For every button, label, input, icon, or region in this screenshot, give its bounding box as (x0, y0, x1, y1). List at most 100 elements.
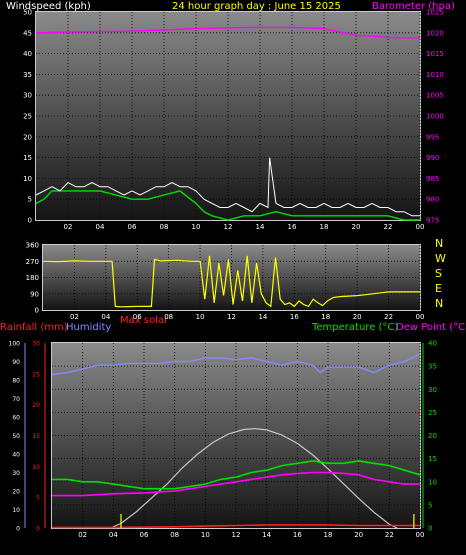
barometer-y-tick: 1000 (426, 113, 444, 121)
direction-y-tick: 90 (30, 290, 39, 298)
temperature-x-tick: 18 (324, 531, 333, 539)
wind-x-tick: 16 (288, 223, 297, 231)
temperature-x-tick: 20 (354, 531, 363, 539)
temperature-y-tick: 10 (428, 478, 437, 486)
wind-direction-line (42, 255, 420, 308)
wind-y-tick: 10 (23, 175, 32, 183)
rainfall-y-tick: 30 (32, 341, 40, 348)
rainfall-y-tick: 10 (32, 464, 40, 471)
wind-average-line (35, 190, 420, 221)
wind-x-tick: 22 (384, 223, 393, 231)
direction-x-tick: 16 (290, 313, 299, 321)
rainfall-axis-title: Rainfall (mm) (0, 322, 68, 333)
wind-x-tick: 20 (352, 223, 361, 231)
wind-x-tick: 14 (256, 223, 265, 231)
direction-y-tick: 270 (26, 258, 39, 266)
humidity-y-tick: 100 (9, 341, 21, 348)
rainfall-y-tick: 15 (32, 433, 40, 440)
temperature-x-tick: 02 (78, 531, 87, 539)
wind-y-tick: 35 (23, 71, 32, 79)
barometer-axis-title: Barometer (hpa) (372, 1, 455, 12)
wind-y-tick: 20 (23, 133, 32, 141)
humidity-y-tick: 30 (12, 470, 20, 477)
barometer-y-tick: 1010 (426, 71, 444, 79)
temperature-x-tick: 04 (109, 531, 118, 539)
humidity-y-tick: 60 (12, 415, 20, 422)
humidity-y-tick: 90 (12, 359, 20, 366)
wind-y-tick: 50 (23, 9, 32, 17)
temperature-y-tick: 5 (428, 501, 432, 509)
temperature-x-tick: 12 (232, 531, 241, 539)
wind-x-tick: 00 (416, 223, 425, 231)
direction-panel-frame (42, 244, 421, 311)
barometer-y-tick: 995 (426, 133, 439, 141)
temperature-x-tick: 08 (170, 531, 179, 539)
barometer-line (35, 26, 420, 39)
wind-y-tick: 25 (23, 113, 32, 121)
barometer-y-tick: 1025 (426, 9, 444, 17)
temperature-y-tick: 0 (428, 525, 432, 533)
direction-x-tick: 02 (70, 313, 79, 321)
rainfall-y-tick: 25 (32, 371, 40, 378)
temperature-y-tick: 25 (428, 409, 437, 417)
temperature-y-tick: 20 (428, 432, 437, 440)
wind-gust-line (35, 157, 420, 217)
temperature-x-tick: 22 (385, 531, 394, 539)
compass-n-bottom: N (435, 297, 444, 310)
temperature-x-tick: 16 (293, 531, 302, 539)
temperature-axis-title: Temperature (°C) (312, 322, 399, 333)
dewpoint-line (52, 471, 420, 497)
wind-y-tick: 30 (23, 92, 32, 100)
wind-y-tick: 0 (28, 217, 32, 225)
rainfall-y-tick: 5 (36, 495, 40, 502)
barometer-y-tick: 990 (426, 154, 439, 162)
direction-x-tick: 04 (101, 313, 110, 321)
direction-x-tick: 12 (227, 313, 236, 321)
temperature-x-tick: 06 (140, 531, 149, 539)
wind-x-tick: 06 (128, 223, 137, 231)
dewpoint-axis-title: Dew Point (°C) (396, 322, 466, 333)
temperature-y-tick: 30 (428, 386, 437, 394)
temperature-y-tick: 35 (428, 363, 437, 371)
barometer-y-tick: 985 (426, 175, 439, 183)
chart-title: 24 hour graph day : June 15 2025 (172, 1, 341, 12)
wind-axis-title: Windspeed (kph) (6, 1, 91, 12)
barometer-y-tick: 975 (426, 217, 439, 225)
barometer-y-tick: 1005 (426, 92, 444, 100)
humidity-y-tick: 20 (12, 489, 20, 496)
rainfall-y-tick: 20 (32, 402, 40, 409)
solar-curve (110, 427, 398, 529)
temperature-y-tick: 15 (428, 455, 437, 463)
barometer-y-tick: 1020 (426, 29, 444, 37)
wind-y-tick: 5 (28, 196, 32, 204)
wind-y-tick: 15 (23, 154, 32, 162)
direction-x-tick: 14 (258, 313, 267, 321)
compass-n-top: N (435, 237, 444, 250)
wind-x-tick: 02 (64, 223, 73, 231)
rainfall-line (52, 524, 420, 529)
wind-x-tick: 10 (192, 223, 201, 231)
wind-x-tick: 12 (224, 223, 233, 231)
compass-e: E (435, 282, 442, 295)
max-solar-label: Max solar (120, 315, 169, 326)
compass-w: W (435, 252, 446, 265)
direction-x-tick: 22 (384, 313, 393, 321)
humidity-y-tick: 80 (12, 378, 20, 385)
humidity-y-tick: 0 (16, 526, 20, 533)
wind-y-tick: 45 (23, 29, 32, 37)
direction-x-tick: 10 (196, 313, 205, 321)
direction-y-tick: 180 (26, 274, 39, 282)
compass-s: S (435, 267, 442, 280)
wind-x-tick: 04 (96, 223, 105, 231)
direction-x-tick: 18 (321, 313, 330, 321)
humidity-y-tick: 40 (12, 452, 20, 459)
humidity-y-tick: 50 (12, 433, 20, 440)
barometer-y-tick: 980 (426, 196, 439, 204)
direction-x-tick: 06 (133, 313, 142, 321)
barometer-y-tick: 1015 (426, 50, 444, 58)
direction-y-tick: 0 (35, 307, 39, 315)
direction-x-tick: 20 (353, 313, 362, 321)
direction-x-tick: 08 (164, 313, 173, 321)
wind-x-tick: 18 (320, 223, 329, 231)
